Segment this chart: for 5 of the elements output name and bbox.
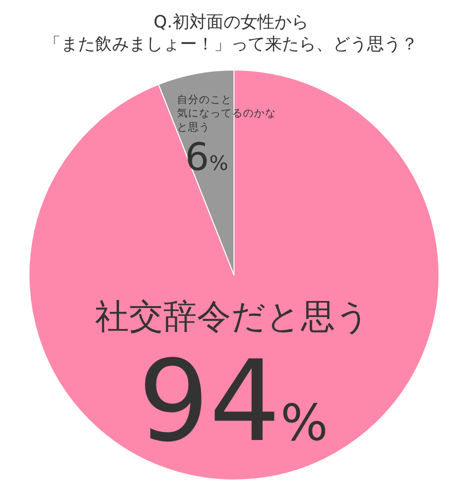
pie-slice [28, 70, 440, 480]
slice-label: 社交辞令だと思う [95, 297, 370, 337]
chart-title: Q.初対面の女性から「また飲みましょー！」って来たら、どう思う？ [44, 12, 418, 54]
data-label: 6% [185, 135, 228, 179]
data-label: 94% [138, 337, 328, 467]
